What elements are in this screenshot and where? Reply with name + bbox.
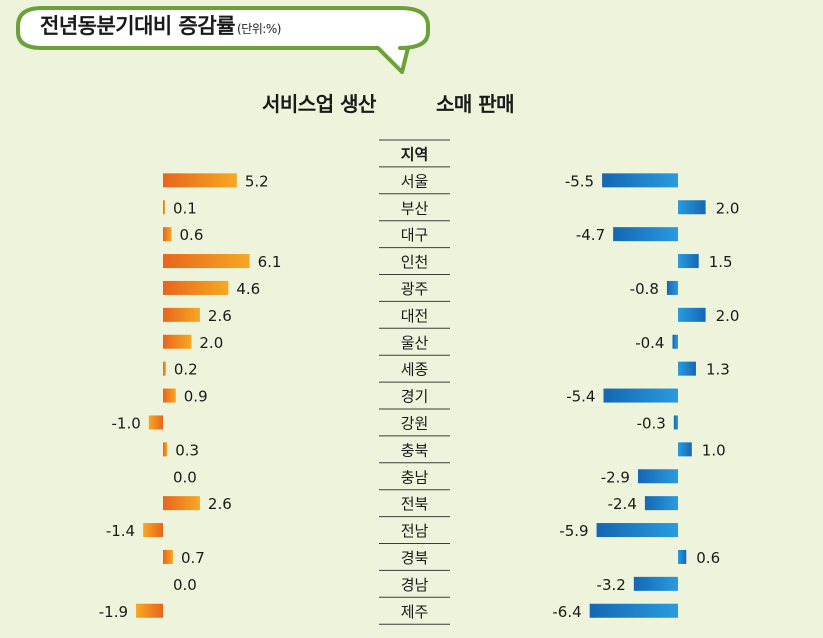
retail-value-label: 2.0 bbox=[716, 199, 740, 217]
service-value-label: 0.7 bbox=[181, 549, 205, 567]
category-label: 부산 bbox=[401, 199, 429, 217]
service-value-label: 0.9 bbox=[184, 388, 208, 406]
category-label: 경남 bbox=[401, 576, 429, 594]
service-value-label: -1.4 bbox=[106, 522, 135, 540]
retail-value-label: -5.5 bbox=[565, 172, 594, 190]
category-label: 제주 bbox=[401, 603, 429, 621]
category-label: 광주 bbox=[401, 280, 429, 298]
service-value-label: 2.6 bbox=[208, 495, 232, 513]
retail-value-label: -4.7 bbox=[576, 226, 605, 244]
service-bar bbox=[143, 523, 163, 538]
retail-bar bbox=[678, 549, 687, 564]
retail-bar bbox=[603, 388, 678, 403]
category-label: 세종 bbox=[401, 361, 429, 379]
retail-value-label: -6.4 bbox=[552, 603, 581, 621]
retail-value-label: 1.0 bbox=[702, 441, 726, 459]
service-value-label: 0.1 bbox=[173, 199, 197, 217]
service-value-label: 0.3 bbox=[175, 441, 199, 459]
category-label: 경북 bbox=[401, 549, 429, 567]
retail-bar bbox=[589, 603, 678, 618]
service-value-label: -1.0 bbox=[112, 414, 141, 432]
service-value-label: 0.0 bbox=[173, 576, 197, 594]
retail-bar bbox=[672, 334, 678, 349]
service-value-label: 0.0 bbox=[173, 468, 197, 486]
service-bar bbox=[148, 415, 163, 430]
chart-title: 전년동분기대비 증감률 (단위:%) bbox=[40, 10, 281, 40]
category-label: 인천 bbox=[401, 253, 429, 271]
service-bar bbox=[163, 496, 200, 511]
retail-value-label: -0.3 bbox=[637, 414, 666, 432]
service-value-label: 0.6 bbox=[180, 226, 204, 244]
service-bar bbox=[163, 254, 250, 269]
retail-bar bbox=[613, 227, 678, 242]
retail-value-label: 1.5 bbox=[709, 253, 733, 271]
category-label: 충북 bbox=[401, 441, 429, 459]
service-value-label: 4.6 bbox=[236, 280, 260, 298]
retail-value-label: -0.4 bbox=[635, 334, 664, 352]
service-bar bbox=[163, 280, 229, 295]
retail-bar bbox=[678, 307, 706, 322]
service-value-label: 2.6 bbox=[208, 307, 232, 325]
service-bar bbox=[163, 200, 165, 215]
category-label: 전남 bbox=[401, 522, 429, 540]
retail-bar bbox=[637, 469, 678, 484]
retail-value-label: 2.0 bbox=[716, 307, 740, 325]
category-label: 대전 bbox=[401, 307, 429, 325]
retail-bar bbox=[602, 173, 678, 188]
speech-bubble-shape bbox=[16, 6, 430, 74]
category-label: 경기 bbox=[401, 388, 429, 406]
retail-bar bbox=[644, 496, 678, 511]
service-value-label: 0.2 bbox=[174, 361, 198, 379]
retail-bar bbox=[678, 200, 706, 215]
retail-value-label: 1.3 bbox=[706, 361, 730, 379]
service-bar bbox=[163, 173, 237, 188]
category-label: 울산 bbox=[401, 334, 429, 352]
service-bar bbox=[163, 227, 172, 242]
category-label: 전북 bbox=[401, 495, 429, 513]
retail-value-label: -5.9 bbox=[559, 522, 588, 540]
service-bar bbox=[163, 361, 166, 376]
retail-bar bbox=[678, 442, 692, 457]
category-label: 충남 bbox=[401, 468, 429, 486]
service-value-label: 6.1 bbox=[258, 253, 282, 271]
category-label: 강원 bbox=[401, 414, 429, 432]
series-header-retail: 소매 판매 bbox=[436, 92, 515, 116]
service-value-label: 5.2 bbox=[245, 172, 269, 190]
retail-value-label: 0.6 bbox=[696, 549, 720, 567]
retail-value-label: -3.2 bbox=[597, 576, 626, 594]
retail-value-label: -5.4 bbox=[566, 388, 595, 406]
retail-value-label: -2.4 bbox=[608, 495, 637, 513]
category-label: 서울 bbox=[401, 172, 429, 190]
service-bar bbox=[163, 334, 192, 349]
retail-bar bbox=[596, 523, 678, 538]
title-bubble bbox=[16, 6, 430, 74]
service-bar bbox=[163, 549, 173, 564]
service-bar bbox=[163, 388, 176, 403]
retail-value-label: -0.8 bbox=[630, 280, 659, 298]
service-value-label: 2.0 bbox=[199, 334, 223, 352]
chart-title-main: 전년동분기대비 증감률 bbox=[40, 14, 236, 38]
service-value-label: -1.9 bbox=[99, 603, 128, 621]
retail-bar bbox=[633, 576, 678, 591]
retail-value-label: -2.9 bbox=[601, 468, 630, 486]
series-header-service: 서비스업 생산 bbox=[262, 92, 376, 116]
retail-bar bbox=[678, 254, 699, 269]
retail-bar bbox=[678, 361, 696, 376]
service-bar bbox=[136, 603, 163, 618]
retail-bar bbox=[673, 415, 678, 430]
retail-bar bbox=[666, 280, 678, 295]
service-bar bbox=[163, 442, 168, 457]
service-bar bbox=[163, 307, 200, 322]
chart-unit: (단위:%) bbox=[237, 22, 281, 36]
category-label: 대구 bbox=[401, 226, 429, 244]
category-header: 지역 bbox=[401, 145, 429, 163]
